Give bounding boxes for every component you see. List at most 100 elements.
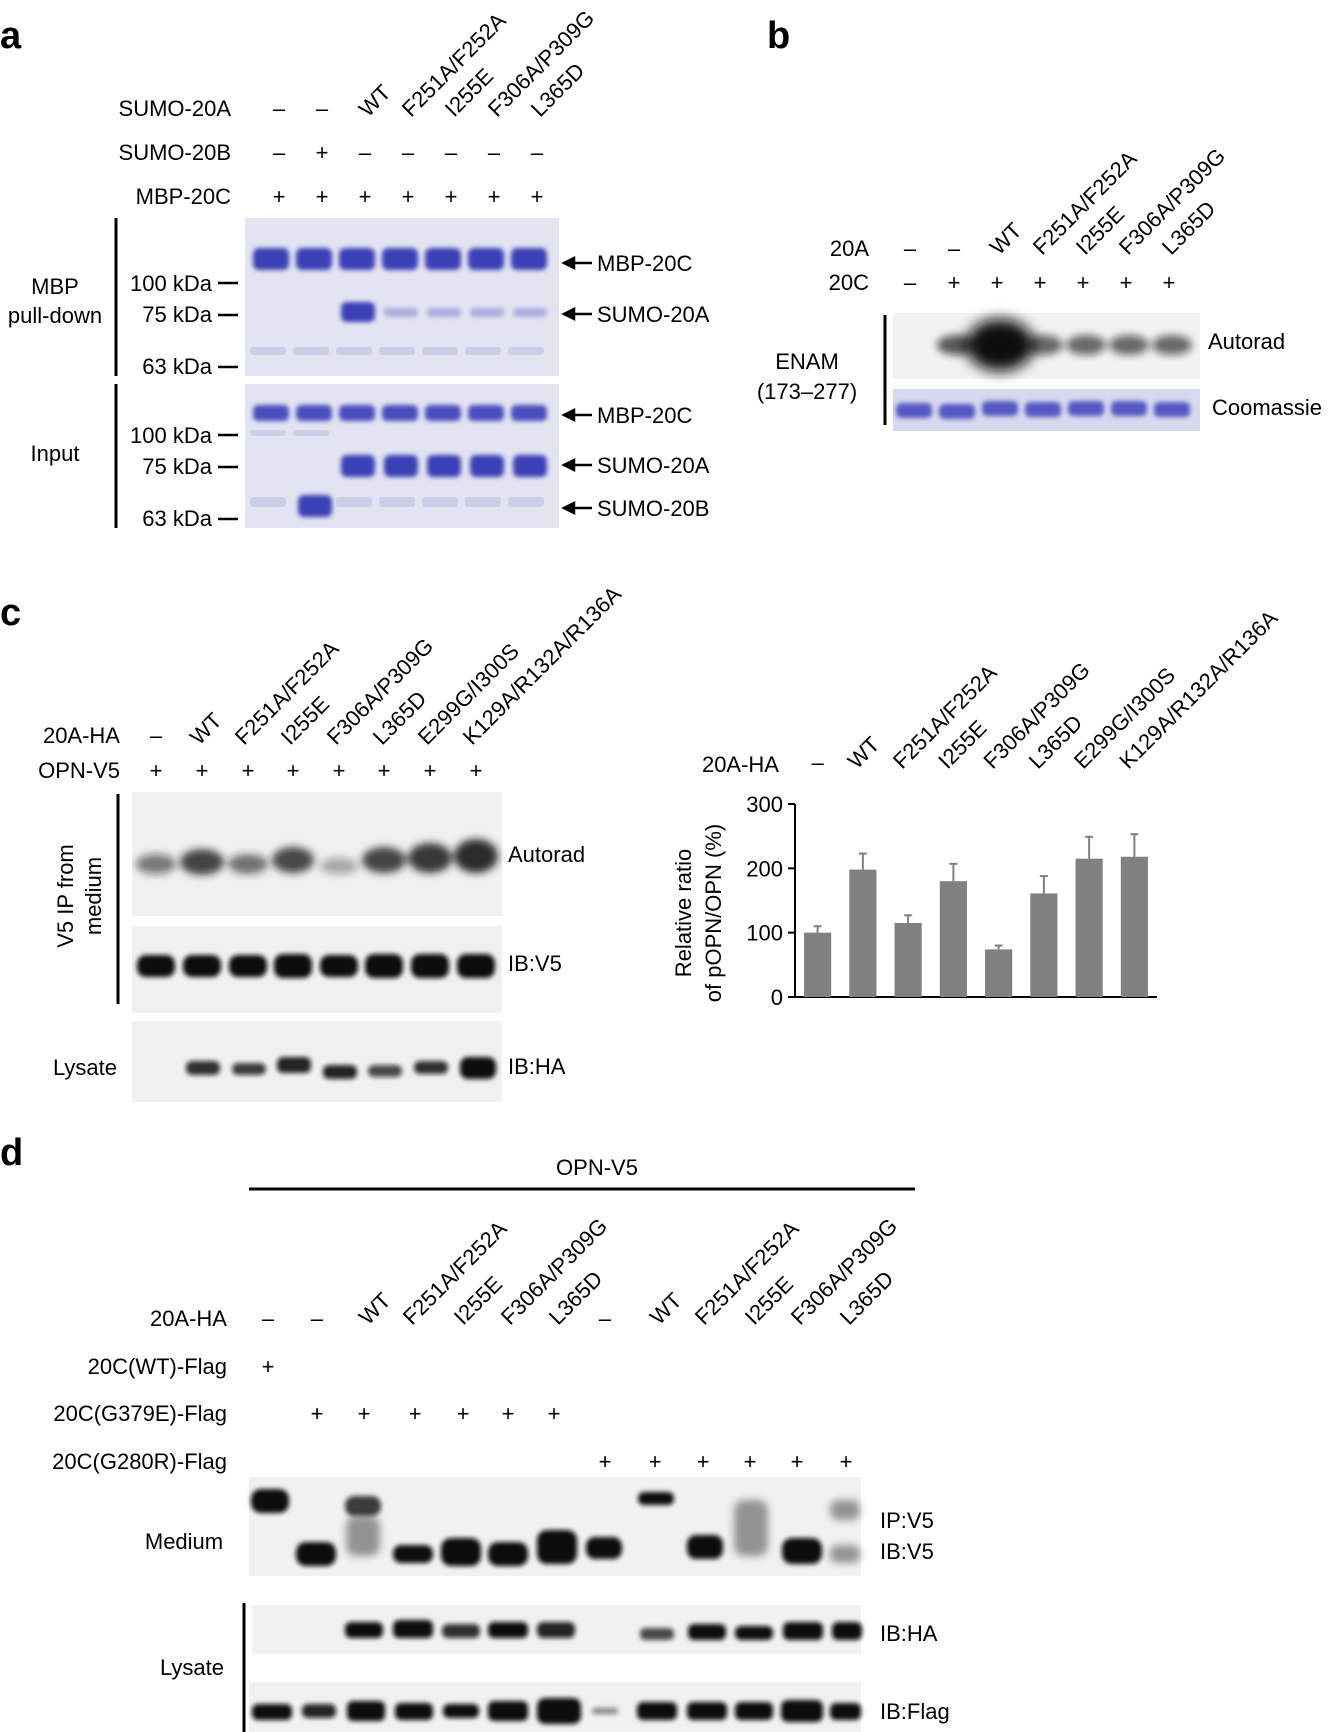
mark: + [150, 758, 163, 783]
blot-label: IB:Flag [880, 1699, 950, 1724]
autorad-bands [937, 319, 1192, 371]
autorad-band [1109, 335, 1149, 355]
panel-d: d OPN-V5 WT F251A/F252A I255E F306A/P309… [0, 1132, 950, 1732]
mark: – [273, 140, 286, 165]
y-tick-label: 0 [771, 985, 783, 1010]
chart-plot-area: 0 100 200 300 [746, 792, 1157, 1010]
mark: + [948, 270, 961, 295]
blot-label: IB:V5 [508, 951, 562, 976]
mark: + [333, 758, 346, 783]
input-label: Input [31, 441, 80, 466]
pulldown-label: MBP [31, 274, 79, 299]
autorad-band [1066, 335, 1106, 355]
blot-label: Autorad [508, 842, 585, 867]
panel-letter-a: a [0, 15, 22, 57]
mark: + [488, 184, 501, 209]
ha-blot [132, 1021, 502, 1102]
v5-ip-label: medium [81, 857, 106, 935]
bar [985, 949, 1013, 997]
panel-letter-b: b [767, 15, 790, 57]
row-label: MBP-20C [136, 184, 231, 209]
panel-letter-d: d [0, 1132, 23, 1174]
blot-label: IP:V5 [880, 1508, 934, 1533]
row-label: 20C [829, 270, 869, 295]
kda-marker: 75 kDa [142, 454, 212, 479]
mark: + [316, 184, 329, 209]
y-tick-label: 100 [746, 921, 783, 946]
lysate-label: Lysate [160, 1655, 224, 1680]
row-label: 20A-HA [43, 723, 120, 748]
mark: – [445, 140, 458, 165]
band-label: SUMO-20A [597, 453, 710, 478]
panel-c: c WT F251A/F252A I255E F306A/P309G L365D… [0, 581, 1283, 1102]
blot-label: IB:HA [508, 1054, 566, 1079]
mark: + [697, 1449, 710, 1474]
mark: + [531, 184, 544, 209]
panel-letter-c: c [0, 592, 21, 634]
lysate-label: Lysate [53, 1055, 117, 1080]
bar [804, 932, 832, 997]
mark: – [531, 140, 544, 165]
mark: + [242, 758, 255, 783]
kda-marker: 75 kDa [142, 302, 212, 327]
row-label: 20A [830, 236, 869, 261]
mark: – [488, 140, 501, 165]
bar [1030, 893, 1058, 997]
mark: + [311, 1401, 324, 1426]
mark: + [196, 758, 209, 783]
col-label: WT [185, 708, 227, 750]
mark: + [409, 1401, 422, 1426]
mark: – [150, 723, 163, 748]
x-tick-label: WT [843, 732, 885, 774]
bar [849, 869, 877, 997]
mark: + [1120, 270, 1133, 295]
row-label: SUMO-20A [119, 96, 232, 121]
chart-category-labels: – WT F251A/F252AI255EF306A/P309GL365DE299G… [812, 605, 1283, 775]
col-label: WT [354, 1288, 396, 1330]
mark: – [904, 270, 917, 295]
bar-chart: 20A-HA – WT F251A/F252AI255EF306A/P309GL36… [671, 605, 1283, 1010]
mark: – [262, 1306, 275, 1331]
group-label: OPN-V5 [556, 1155, 638, 1180]
band-label: MBP-20C [597, 251, 692, 276]
blot-label: Coomassie [1212, 395, 1322, 420]
mark: + [649, 1449, 662, 1474]
bar [939, 881, 967, 997]
autorad-band [966, 319, 1034, 371]
mark: + [1034, 270, 1047, 295]
row-label: 20C(G280R)-Flag [52, 1449, 227, 1474]
mark: – [948, 236, 961, 261]
band-label: SUMO-20A [597, 302, 710, 327]
mark: + [791, 1449, 804, 1474]
mark: + [502, 1401, 515, 1426]
y-tick-label: 300 [746, 792, 783, 817]
row-label: SUMO-20B [119, 140, 231, 165]
mark: + [548, 1401, 561, 1426]
kda-marker: 63 kDa [142, 354, 212, 379]
mark: + [744, 1449, 757, 1474]
mark: + [359, 184, 372, 209]
panel-a-header: WT F251A/F252A I255E F306A/P309G L365D S… [119, 5, 600, 209]
y-tick-label: 200 [746, 856, 783, 881]
mark: – [316, 96, 329, 121]
mark: – [904, 236, 917, 261]
row-label: 20C(G379E)-Flag [53, 1401, 227, 1426]
mark: + [1077, 270, 1090, 295]
mark: – [599, 1306, 612, 1331]
mark: + [991, 270, 1004, 295]
kda-marker: 63 kDa [142, 506, 212, 531]
blot-label: Autorad [1208, 329, 1285, 354]
blot-label: IB:HA [880, 1621, 938, 1646]
y-axis-label: Relative ratio [671, 849, 696, 977]
autorad-band [1023, 335, 1063, 355]
enam-label: (173–277) [757, 379, 857, 404]
band-label: MBP-20C [597, 403, 692, 428]
mark: + [840, 1449, 853, 1474]
panel-a: a WT F251A/F252A I255E F306A/P309G L365D… [0, 5, 710, 531]
mark: + [273, 184, 286, 209]
col-label: WT [645, 1288, 687, 1330]
mark: + [1163, 270, 1176, 295]
mark: + [378, 758, 391, 783]
mark: – [273, 96, 286, 121]
